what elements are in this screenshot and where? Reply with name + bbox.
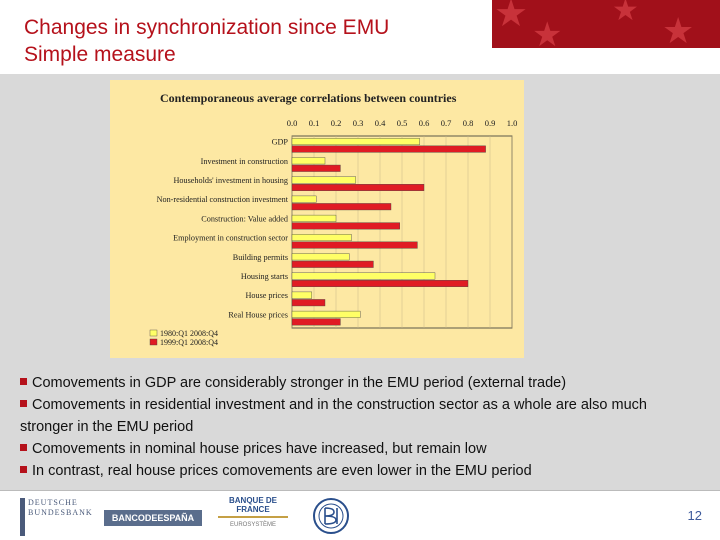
- bar-period-1980: [291, 253, 350, 261]
- slide-title-line-2: Simple measure: [24, 43, 176, 66]
- correlation-chart: Contemporaneous average correlations bet…: [110, 80, 524, 358]
- category-label: Real House prices: [228, 310, 288, 319]
- bar-period-1980: [291, 138, 420, 146]
- bullet-item: Comovements in GDP are considerably stro…: [20, 372, 700, 394]
- x-tick-label: 0.1: [309, 118, 320, 128]
- x-tick-label: 0.5: [397, 118, 408, 128]
- bar-period-1980: [291, 234, 352, 242]
- bullet-square-icon: [20, 444, 27, 451]
- star-icon: ★: [494, 0, 529, 35]
- x-tick-label: 0.0: [287, 118, 298, 128]
- flag-corner-decoration: ★ ★ ★ ★: [492, 0, 720, 48]
- x-tick-label: 0.4: [375, 118, 386, 128]
- bullet-square-icon: [20, 466, 27, 473]
- bullet-text: Comovements in nominal house prices have…: [32, 441, 487, 457]
- x-tick-label: 0.9: [485, 118, 496, 128]
- bullet-item: In contrast, real house prices comovemen…: [20, 460, 700, 482]
- bar-period-1999: [291, 184, 425, 191]
- footer-divider: [0, 490, 720, 491]
- bar-period-1980: [291, 176, 356, 184]
- logo-text: EUROSYSTÈME: [229, 522, 276, 528]
- bar-period-1980: [291, 157, 326, 165]
- page-number: 12: [687, 508, 702, 523]
- bar-period-1980: [291, 272, 436, 280]
- banque-de-france-logo: BANQUE DE FRANCE EUROSYSTÈME: [218, 496, 288, 530]
- bar-period-1999: [291, 260, 374, 268]
- x-tick-label: 0.6: [419, 118, 430, 128]
- bullet-item: Comovements in residential investment an…: [20, 394, 700, 438]
- category-label: Non-residential construction investment: [157, 195, 289, 204]
- x-tick-label: 0.8: [463, 118, 474, 128]
- star-icon: ★: [662, 11, 695, 49]
- legend-swatch: [149, 338, 158, 346]
- legend-label: 1999:Q1 2008:Q4: [160, 338, 218, 347]
- deutsche-bundesbank-logo: DEUTSCHE BUNDESBANK: [20, 498, 93, 536]
- category-label: Building permits: [233, 253, 288, 262]
- category-label: Construction: Value added: [201, 214, 288, 223]
- bar-period-1999: [291, 318, 341, 326]
- bullet-text: In contrast, real house prices comovemen…: [32, 463, 532, 479]
- star-icon: ★: [532, 15, 563, 48]
- logo-text: DEUTSCHE: [28, 498, 78, 507]
- x-tick-label: 1.0: [507, 118, 518, 128]
- bar-period-1999: [291, 241, 418, 249]
- bullet-square-icon: [20, 400, 27, 407]
- x-tick-label: 0.3: [353, 118, 364, 128]
- logo-text: BUNDESBANK: [28, 508, 93, 517]
- bar-period-1999: [291, 222, 401, 230]
- bullet-list: Comovements in GDP are considerably stro…: [20, 372, 700, 482]
- banco-de-espana-logo: BANCODEESPAÑA: [104, 510, 202, 526]
- legend-swatch: [149, 329, 158, 337]
- category-label: House prices: [245, 291, 288, 300]
- slide-title: Changes in synchronization since EMU Sim…: [24, 14, 494, 68]
- category-label: Employment in construction sector: [173, 234, 288, 243]
- bullet-text: Comovements in GDP are considerably stro…: [32, 375, 567, 391]
- legend-label: 1980:Q1 2008:Q4: [160, 329, 218, 338]
- banca-d-italia-monogram-icon: [310, 494, 352, 538]
- bullet-item: Comovements in nominal house prices have…: [20, 438, 700, 460]
- category-label: GDP: [272, 138, 289, 147]
- bar-period-1999: [291, 145, 486, 153]
- bar-period-1980: [291, 214, 337, 222]
- category-label: Investment in construction: [201, 157, 288, 166]
- bar-period-1980: [291, 195, 317, 203]
- bar-period-1980: [291, 291, 312, 299]
- chart-title: Contemporaneous average correlations bet…: [160, 91, 457, 105]
- logo-text: BANQUE DE FRANCE: [218, 496, 288, 518]
- slide-title-line-1: Changes in synchronization since EMU: [24, 16, 390, 39]
- star-icon: ★: [612, 0, 639, 28]
- bar-period-1980: [291, 310, 361, 318]
- bar-period-1999: [291, 280, 469, 287]
- category-label: Households' investment in housing: [173, 176, 288, 185]
- x-tick-label: 0.2: [331, 118, 342, 128]
- correlation-chart-svg: Contemporaneous average correlations bet…: [149, 91, 518, 347]
- bar-period-1999: [291, 203, 392, 211]
- footer: DEUTSCHE BUNDESBANK BANCODEESPAÑA BANQUE…: [0, 490, 720, 540]
- bar-period-1999: [291, 299, 326, 307]
- bullet-square-icon: [20, 378, 27, 385]
- category-label: Housing starts: [241, 272, 288, 281]
- bar-period-1999: [291, 164, 341, 172]
- bullet-text: Comovements in residential investment an…: [20, 397, 647, 435]
- x-tick-label: 0.7: [441, 118, 452, 128]
